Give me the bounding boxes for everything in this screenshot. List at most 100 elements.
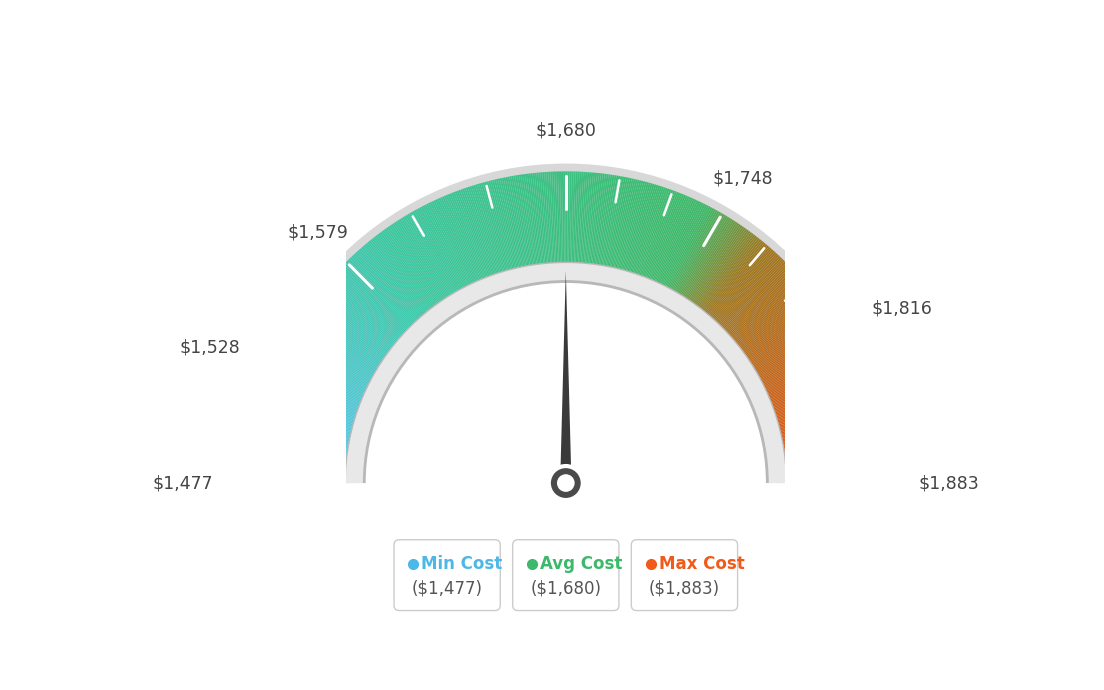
Wedge shape bbox=[488, 181, 512, 270]
Wedge shape bbox=[531, 173, 542, 265]
Wedge shape bbox=[769, 366, 856, 402]
Wedge shape bbox=[341, 266, 408, 331]
Wedge shape bbox=[779, 413, 870, 435]
Wedge shape bbox=[784, 440, 874, 454]
Wedge shape bbox=[785, 473, 878, 477]
Wedge shape bbox=[464, 188, 496, 275]
Wedge shape bbox=[258, 433, 349, 448]
Wedge shape bbox=[523, 174, 537, 266]
Wedge shape bbox=[661, 203, 704, 286]
Wedge shape bbox=[275, 370, 361, 405]
Wedge shape bbox=[331, 277, 401, 339]
Wedge shape bbox=[316, 295, 391, 352]
Wedge shape bbox=[368, 241, 427, 314]
Wedge shape bbox=[364, 244, 425, 315]
Wedge shape bbox=[712, 250, 775, 320]
Wedge shape bbox=[785, 469, 878, 475]
Wedge shape bbox=[785, 475, 878, 479]
Wedge shape bbox=[257, 436, 349, 451]
Wedge shape bbox=[721, 263, 787, 328]
Wedge shape bbox=[785, 467, 878, 473]
Wedge shape bbox=[711, 249, 774, 319]
Wedge shape bbox=[693, 230, 749, 306]
Wedge shape bbox=[262, 411, 352, 434]
Wedge shape bbox=[710, 248, 772, 318]
Wedge shape bbox=[718, 259, 784, 326]
Wedge shape bbox=[593, 174, 607, 266]
Wedge shape bbox=[585, 172, 595, 264]
Wedge shape bbox=[402, 217, 452, 296]
Wedge shape bbox=[725, 268, 793, 333]
Wedge shape bbox=[726, 271, 796, 335]
Wedge shape bbox=[772, 374, 859, 407]
Wedge shape bbox=[282, 354, 365, 393]
Circle shape bbox=[556, 474, 575, 492]
Wedge shape bbox=[702, 239, 762, 312]
Wedge shape bbox=[743, 300, 819, 355]
Wedge shape bbox=[546, 172, 553, 264]
Wedge shape bbox=[269, 385, 358, 415]
Wedge shape bbox=[255, 460, 347, 468]
Text: ($1,883): ($1,883) bbox=[649, 580, 720, 598]
Wedge shape bbox=[691, 228, 746, 304]
Wedge shape bbox=[636, 188, 668, 275]
Wedge shape bbox=[757, 329, 838, 376]
Wedge shape bbox=[449, 193, 485, 279]
Wedge shape bbox=[777, 398, 867, 424]
Wedge shape bbox=[506, 177, 524, 268]
Wedge shape bbox=[265, 400, 354, 426]
Wedge shape bbox=[598, 175, 615, 266]
Polygon shape bbox=[560, 270, 572, 483]
Wedge shape bbox=[773, 381, 861, 413]
Wedge shape bbox=[699, 235, 757, 310]
Wedge shape bbox=[355, 252, 418, 321]
Wedge shape bbox=[705, 243, 766, 315]
Wedge shape bbox=[446, 195, 482, 280]
Wedge shape bbox=[285, 347, 369, 388]
Wedge shape bbox=[333, 274, 403, 337]
Wedge shape bbox=[766, 355, 851, 395]
Wedge shape bbox=[278, 361, 363, 398]
Wedge shape bbox=[556, 171, 561, 264]
Wedge shape bbox=[527, 174, 540, 265]
Wedge shape bbox=[323, 286, 395, 345]
Wedge shape bbox=[753, 319, 832, 369]
Wedge shape bbox=[785, 471, 878, 476]
Wedge shape bbox=[321, 289, 394, 347]
Wedge shape bbox=[361, 246, 423, 317]
Wedge shape bbox=[539, 172, 548, 264]
Wedge shape bbox=[254, 469, 347, 475]
Wedge shape bbox=[362, 246, 424, 317]
Wedge shape bbox=[596, 175, 611, 266]
Wedge shape bbox=[768, 363, 854, 400]
Wedge shape bbox=[782, 426, 872, 444]
Wedge shape bbox=[767, 357, 852, 396]
Wedge shape bbox=[391, 224, 444, 302]
Wedge shape bbox=[397, 220, 448, 298]
Wedge shape bbox=[775, 391, 864, 419]
Wedge shape bbox=[297, 324, 376, 373]
Wedge shape bbox=[736, 288, 809, 346]
Wedge shape bbox=[310, 303, 386, 357]
Wedge shape bbox=[627, 184, 655, 273]
Wedge shape bbox=[284, 348, 368, 390]
Wedge shape bbox=[754, 323, 835, 371]
Wedge shape bbox=[266, 394, 355, 422]
Wedge shape bbox=[511, 176, 529, 267]
Wedge shape bbox=[785, 455, 877, 465]
Wedge shape bbox=[256, 450, 348, 461]
Wedge shape bbox=[411, 212, 457, 293]
Wedge shape bbox=[778, 407, 869, 431]
Wedge shape bbox=[734, 283, 806, 343]
Wedge shape bbox=[785, 464, 877, 471]
Wedge shape bbox=[650, 195, 688, 281]
Wedge shape bbox=[389, 225, 443, 302]
Wedge shape bbox=[660, 202, 702, 286]
Wedge shape bbox=[696, 232, 752, 307]
Wedge shape bbox=[376, 235, 434, 308]
Wedge shape bbox=[668, 207, 712, 289]
Wedge shape bbox=[784, 446, 875, 458]
Wedge shape bbox=[746, 306, 824, 359]
Wedge shape bbox=[404, 216, 453, 295]
Wedge shape bbox=[784, 452, 877, 462]
